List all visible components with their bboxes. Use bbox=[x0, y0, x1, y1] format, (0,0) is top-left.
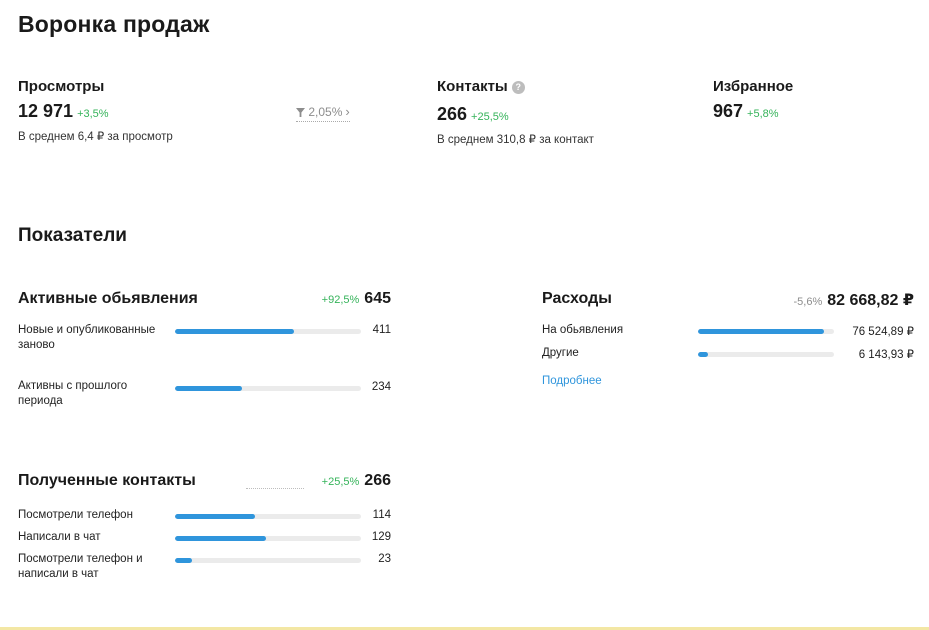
active-ads-prev-label: Активны с прошлого периода bbox=[18, 380, 128, 407]
active-ads-prev-fill bbox=[175, 386, 242, 391]
received-chat-value: 129 bbox=[371, 531, 391, 543]
views-value: 12 971 bbox=[18, 101, 74, 121]
favorites-value: 967 bbox=[713, 101, 744, 121]
received-phone-label: Посмотрели телефон bbox=[18, 509, 133, 521]
received-chat-label: Написали в чат bbox=[18, 531, 101, 543]
received-phone-bar bbox=[175, 514, 361, 519]
page-title: Воронка продаж bbox=[18, 11, 210, 37]
active-ads-delta: +92,5% bbox=[321, 294, 360, 306]
contacts-header: Контакты? bbox=[437, 78, 525, 95]
favorites-metric: 967 +5,8% bbox=[713, 101, 779, 122]
received-contacts-summary: +25,5% 266 bbox=[322, 472, 391, 490]
received-chat-fill bbox=[175, 536, 267, 541]
info-icon[interactable]: ? bbox=[511, 80, 525, 94]
expenses-ads-bar bbox=[698, 329, 834, 334]
views-label: Просмотры bbox=[18, 78, 105, 95]
active-ads-title: Активные обьявления bbox=[18, 290, 198, 307]
contacts-label: Контакты bbox=[437, 78, 508, 95]
received-both-value: 23 bbox=[378, 553, 391, 565]
expenses-title: Расходы bbox=[542, 290, 612, 307]
expenses-ads-value: 76 524,89 ₽ bbox=[852, 326, 914, 338]
views-metric: 12 971 +3,5% bbox=[18, 101, 109, 122]
conversion-value: 2,05% bbox=[308, 105, 343, 119]
received-both-fill bbox=[175, 558, 192, 563]
contacts-average: В среднем 310,8 ₽ за контакт bbox=[437, 134, 594, 146]
expenses-other-fill bbox=[698, 352, 708, 357]
contacts-metric: 266 +25,5% bbox=[437, 104, 509, 125]
expenses-other-value: 6 143,93 ₽ bbox=[858, 349, 914, 361]
received-chat-bar bbox=[175, 536, 361, 541]
chevron-right-icon: › bbox=[345, 104, 350, 119]
bottom-accent-strip bbox=[0, 627, 929, 630]
views-average: В среднем 6,4 ₽ за просмотр bbox=[18, 131, 173, 143]
active-ads-new-value: 411 bbox=[372, 324, 391, 336]
active-ads-prev-bar bbox=[175, 386, 361, 391]
conversion-link[interactable]: 2,05% › bbox=[296, 104, 350, 122]
received-contacts-title: Полученные контакты bbox=[18, 472, 196, 489]
expenses-details-link[interactable]: Подробнее bbox=[542, 375, 602, 387]
expenses-total: 82 668,82 ₽ bbox=[827, 292, 914, 309]
expenses-summary: -5,6% 82 668,82 ₽ bbox=[793, 290, 914, 310]
contacts-value: 266 bbox=[437, 104, 468, 124]
expenses-ads-label: На обьявления bbox=[542, 324, 624, 336]
favorites-label: Избранное bbox=[713, 78, 794, 95]
views-delta: +3,5% bbox=[77, 108, 109, 120]
favorites-delta: +5,8% bbox=[747, 108, 779, 120]
funnel-icon bbox=[296, 108, 305, 117]
received-contacts-delta: +25,5% bbox=[321, 476, 360, 488]
contacts-delta: +25,5% bbox=[471, 111, 509, 123]
active-ads-total: 645 bbox=[364, 290, 391, 307]
active-ads-new-label: Новые и опубликованные заново bbox=[18, 324, 156, 351]
received-contacts-total: 266 bbox=[364, 472, 391, 489]
expenses-ads-fill bbox=[698, 329, 825, 334]
expenses-other-bar bbox=[698, 352, 834, 357]
received-phone-fill bbox=[175, 514, 255, 519]
received-both-label: Посмотрели телефон и написали в чат bbox=[18, 553, 143, 580]
received-phone-value: 114 bbox=[372, 509, 391, 521]
active-ads-prev-value: 234 bbox=[371, 381, 391, 393]
active-ads-summary: +92,5% 645 bbox=[322, 290, 391, 308]
expenses-other-label: Другие bbox=[542, 347, 579, 359]
received-both-bar bbox=[175, 558, 361, 563]
expenses-delta: -5,6% bbox=[793, 296, 823, 308]
active-ads-new-bar bbox=[175, 329, 361, 334]
dotted-divider bbox=[246, 488, 304, 489]
indicators-title: Показатели bbox=[18, 225, 127, 246]
active-ads-new-fill bbox=[175, 329, 295, 334]
